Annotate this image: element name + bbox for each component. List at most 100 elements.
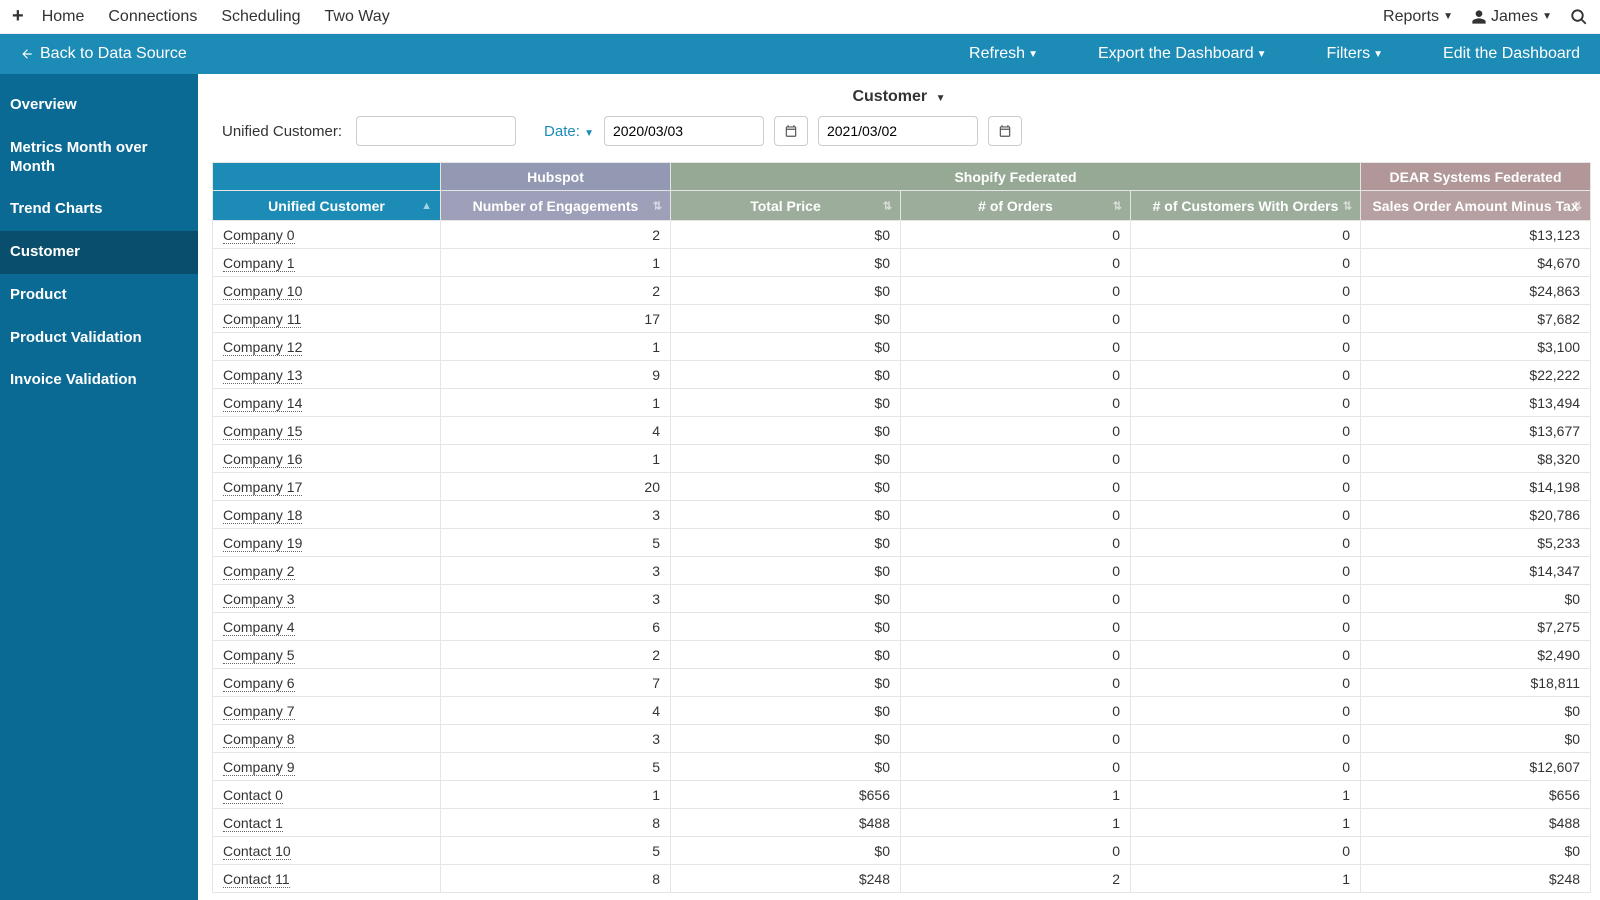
data-cell: 3 [441,557,671,585]
column-header[interactable]: Total Price⇅ [671,191,901,221]
customer-link[interactable]: Company 1 [223,255,295,272]
data-cell: 0 [901,417,1131,445]
data-cell: 0 [901,277,1131,305]
table-row: Company 154$000$13,677 [213,417,1591,445]
table-row: Contact 18$48811$488 [213,809,1591,837]
search-icon[interactable] [1570,8,1588,26]
page-title-dropdown[interactable]: Customer ▼ [198,74,1600,116]
reports-dropdown[interactable]: Reports ▼ [1383,8,1453,26]
sort-asc-icon: ▲ [421,200,432,212]
column-header[interactable]: Number of Engagements⇅ [441,191,671,221]
data-cell: $0 [1361,725,1591,753]
customer-link[interactable]: Company 2 [223,563,295,580]
date-to-input[interactable] [818,116,978,146]
data-cell: $0 [671,557,901,585]
sidebar-item-trend-charts[interactable]: Trend Charts [0,188,198,231]
column-header[interactable]: Unified Customer▲ [213,191,441,221]
customer-link[interactable]: Company 12 [223,339,302,356]
nav-two-way[interactable]: Two Way [325,8,390,26]
data-cell: 4 [441,697,671,725]
data-cell: 0 [901,249,1131,277]
data-cell: 0 [1131,445,1361,473]
date-dropdown[interactable]: Date: ▼ [544,123,594,140]
customer-name-cell: Contact 11 [213,865,441,893]
data-cell: 0 [901,361,1131,389]
caret-down-icon: ▼ [1373,49,1383,60]
table-row: Company 02$000$13,123 [213,221,1591,249]
export-dropdown[interactable]: Export the Dashboard▼ [1098,45,1267,63]
sidebar-item-customer[interactable]: Customer [0,231,198,274]
column-header[interactable]: # of Orders⇅ [901,191,1131,221]
customer-link[interactable]: Company 8 [223,731,295,748]
data-cell: 3 [441,501,671,529]
customer-link[interactable]: Company 17 [223,479,302,496]
data-cell: 3 [441,725,671,753]
customer-link[interactable]: Company 14 [223,395,302,412]
customer-link[interactable]: Company 3 [223,591,295,608]
filters-dropdown[interactable]: Filters▼ [1327,45,1383,63]
data-cell: 7 [441,669,671,697]
data-cell: 8 [441,809,671,837]
user-menu[interactable]: James ▼ [1471,8,1552,26]
customer-link[interactable]: Contact 11 [223,871,290,888]
customer-link[interactable]: Company 11 [223,311,301,328]
sort-icon: ⇅ [653,199,662,212]
unified-customer-input[interactable] [356,116,516,146]
customer-link[interactable]: Contact 1 [223,815,283,832]
sidebar-item-overview[interactable]: Overview [0,84,198,127]
customer-link[interactable]: Company 5 [223,647,295,664]
customer-link[interactable]: Company 9 [223,759,295,776]
edit-dashboard[interactable]: Edit the Dashboard [1443,45,1580,63]
user-name: James [1491,8,1538,26]
customer-link[interactable]: Company 19 [223,535,302,552]
sidebar-item-metrics-month-over-month[interactable]: Metrics Month over Month [0,127,198,189]
customer-link[interactable]: Company 0 [223,227,295,244]
data-cell: 1 [1131,865,1361,893]
data-cell: $0 [671,249,901,277]
customer-name-cell: Company 7 [213,697,441,725]
data-cell: $0 [671,585,901,613]
add-icon[interactable]: + [12,5,24,28]
table-row: Company 33$000$0 [213,585,1591,613]
customer-name-cell: Company 1 [213,249,441,277]
sort-icon: ⇅ [883,199,892,212]
customer-name-cell: Company 11 [213,305,441,333]
date-from-input[interactable] [604,116,764,146]
table-row: Company 95$000$12,607 [213,753,1591,781]
customer-link[interactable]: Contact 0 [223,787,283,804]
data-cell: 9 [441,361,671,389]
data-cell: $0 [671,613,901,641]
table-row: Company 1720$000$14,198 [213,473,1591,501]
customer-name-cell: Company 16 [213,445,441,473]
customer-link[interactable]: Company 18 [223,507,302,524]
customer-name-cell: Company 8 [213,725,441,753]
nav-scheduling[interactable]: Scheduling [221,8,300,26]
date-to-calendar-button[interactable] [988,116,1022,146]
refresh-dropdown[interactable]: Refresh▼ [969,45,1038,63]
customer-link[interactable]: Company 16 [223,451,302,468]
data-cell: $0 [671,445,901,473]
customer-link[interactable]: Company 7 [223,703,295,720]
column-header[interactable]: # of Customers With Orders⇅ [1131,191,1361,221]
sidebar-item-product-validation[interactable]: Product Validation [0,317,198,360]
column-header[interactable]: Sales Order Amount Minus Tax⇅ [1361,191,1591,221]
nav-connections[interactable]: Connections [108,8,197,26]
customer-link[interactable]: Company 10 [223,283,302,300]
back-to-data-source[interactable]: Back to Data Source [20,45,187,63]
table-row: Company 83$000$0 [213,725,1591,753]
nav-home[interactable]: Home [42,8,85,26]
customer-link[interactable]: Company 4 [223,619,295,636]
sidebar-item-invoice-validation[interactable]: Invoice Validation [0,359,198,402]
data-cell: $2,490 [1361,641,1591,669]
customer-link[interactable]: Company 6 [223,675,295,692]
sidebar-item-product[interactable]: Product [0,274,198,317]
table-row: Company 23$000$14,347 [213,557,1591,585]
date-from-calendar-button[interactable] [774,116,808,146]
table-row: Company 1117$000$7,682 [213,305,1591,333]
customer-link[interactable]: Contact 10 [223,843,291,860]
customer-link[interactable]: Company 13 [223,367,302,384]
data-cell: 0 [1131,725,1361,753]
data-cell: 0 [901,529,1131,557]
customer-link[interactable]: Company 15 [223,423,302,440]
sort-icon: ⇅ [1113,199,1122,212]
